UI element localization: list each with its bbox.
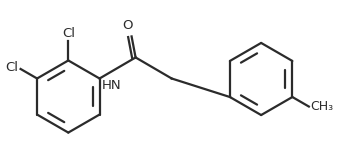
Text: HN: HN: [102, 79, 122, 93]
Text: CH₃: CH₃: [310, 100, 333, 113]
Text: O: O: [123, 19, 133, 32]
Text: Cl: Cl: [5, 61, 18, 74]
Text: Cl: Cl: [62, 27, 75, 40]
